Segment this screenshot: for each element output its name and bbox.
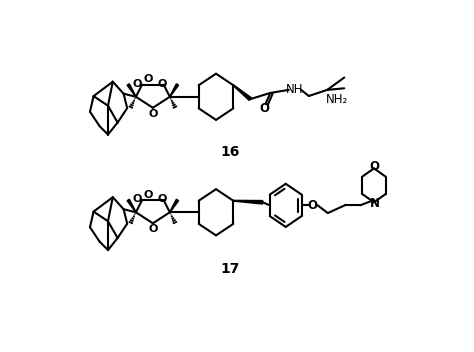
Text: O: O	[148, 225, 157, 234]
Polygon shape	[127, 199, 136, 212]
Text: NH: NH	[286, 83, 304, 96]
Polygon shape	[170, 199, 179, 212]
Polygon shape	[170, 84, 179, 97]
Text: O: O	[133, 194, 142, 205]
Text: O: O	[143, 190, 152, 200]
Text: N: N	[370, 197, 380, 210]
Text: O: O	[143, 74, 152, 84]
Text: NH₂: NH₂	[325, 93, 347, 106]
Polygon shape	[233, 200, 263, 204]
Text: O: O	[133, 79, 142, 89]
Polygon shape	[127, 84, 136, 97]
Polygon shape	[233, 85, 251, 100]
Text: O: O	[259, 102, 269, 115]
Text: O: O	[157, 194, 166, 205]
Text: O: O	[369, 159, 379, 172]
Text: O: O	[307, 199, 318, 212]
Text: 16: 16	[220, 145, 239, 159]
Text: 17: 17	[220, 262, 239, 276]
Text: O: O	[148, 109, 157, 119]
Text: O: O	[157, 79, 166, 89]
